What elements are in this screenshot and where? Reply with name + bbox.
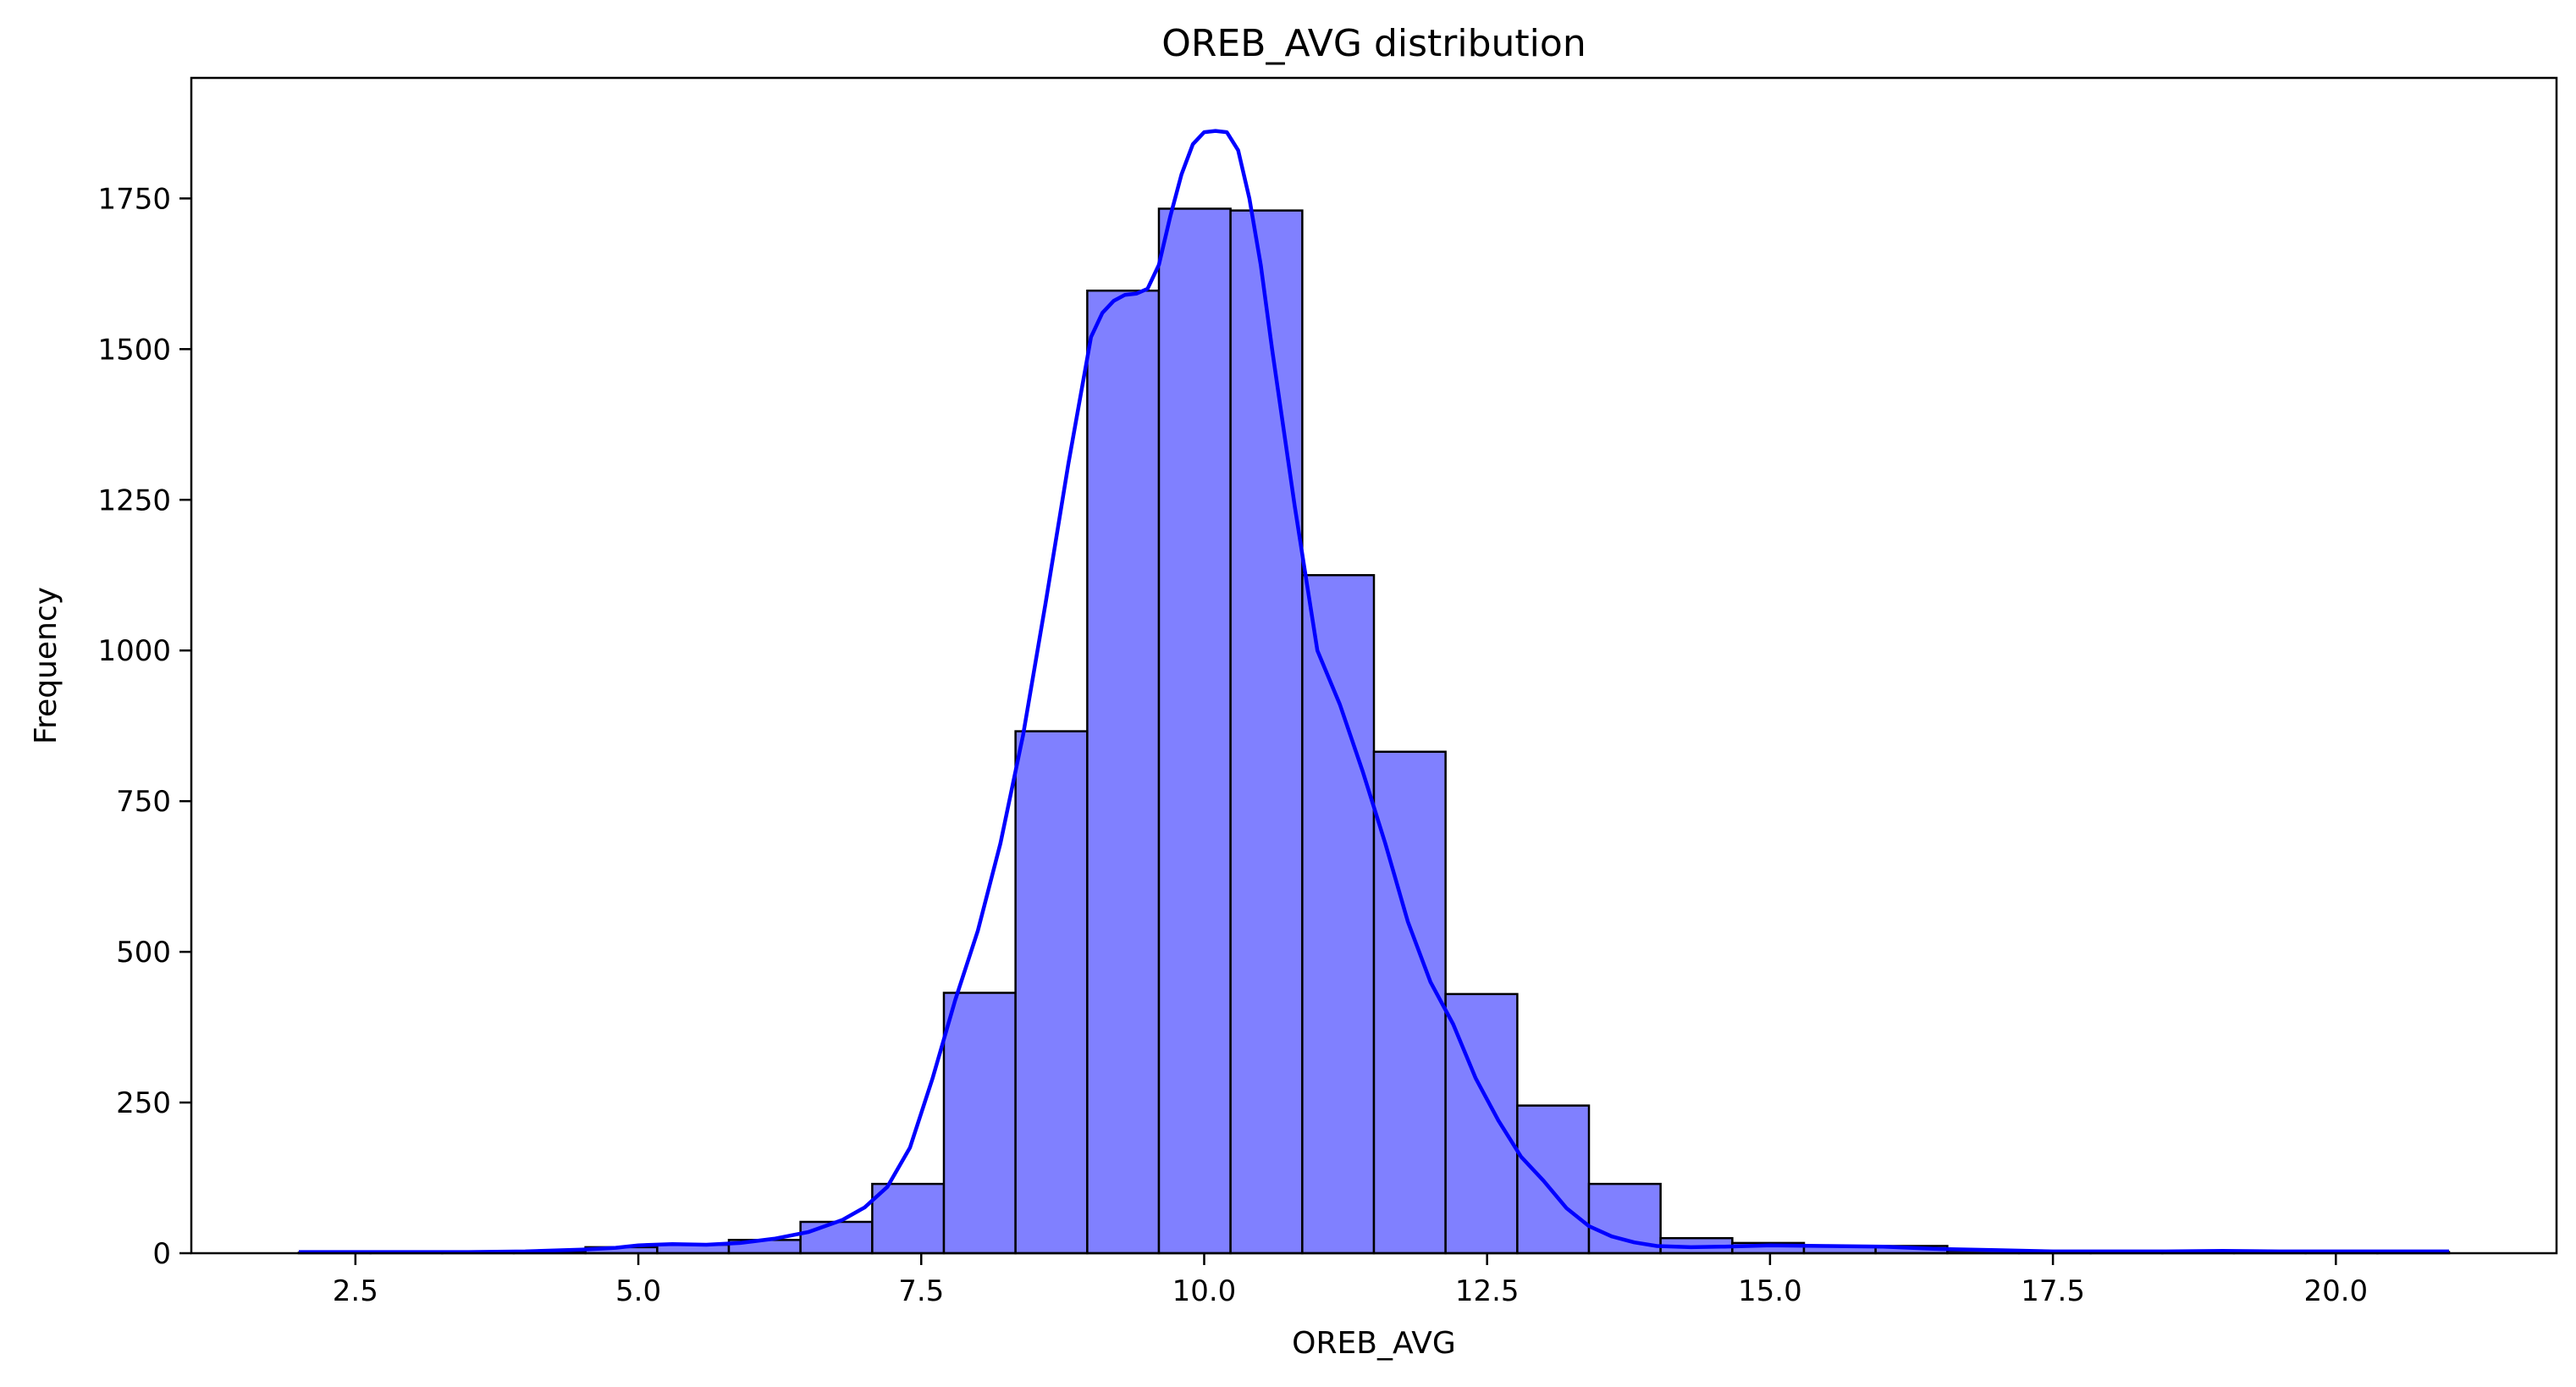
x-tick-label: 12.5: [1455, 1274, 1520, 1308]
x-axis-ticks: 2.5 5.0 7.5 10.0 12.5 15.0 17.5 20.0: [333, 1253, 2368, 1308]
y-tick-label: 0: [152, 1237, 171, 1271]
x-tick-label: 5.0: [615, 1274, 661, 1308]
histogram-bar: [1372, 750, 1447, 1255]
histogram-bar: [1516, 1104, 1591, 1255]
y-tick-label: 750: [116, 785, 171, 819]
axes-frame: [190, 76, 2558, 1255]
y-tick-label: 250: [116, 1086, 171, 1120]
y-axis-ticks: 0 250 500 750 1000 1250 1500 1750: [97, 182, 191, 1271]
kde-curve: [299, 129, 2449, 1254]
histogram-bar: [1014, 730, 1089, 1255]
x-axis-label: OREB_AVG: [1292, 1326, 1456, 1361]
histogram-bar: [1086, 290, 1161, 1255]
histogram-bar: [871, 1182, 946, 1255]
histogram-bars: [297, 207, 2451, 1255]
histogram-bar: [1157, 207, 1232, 1255]
y-tick-label: 1000: [97, 634, 171, 668]
x-tick-label: 17.5: [2021, 1274, 2085, 1308]
x-tick-label: 20.0: [2303, 1274, 2368, 1308]
histogram-bar: [1229, 209, 1304, 1255]
y-tick-label: 1250: [97, 484, 171, 517]
histogram-bar: [942, 992, 1017, 1255]
y-tick-label: 1500: [97, 333, 171, 367]
histogram-bar: [1301, 573, 1376, 1255]
histogram-bar: [799, 1220, 874, 1255]
y-tick-label: 1750: [97, 182, 171, 216]
y-tick-label: 500: [116, 936, 171, 970]
x-tick-label: 15.0: [1738, 1274, 1802, 1308]
y-axis-label: Frequency: [29, 587, 63, 744]
histogram-bar: [1587, 1182, 1662, 1255]
x-tick-label: 2.5: [333, 1274, 378, 1308]
x-tick-label: 10.0: [1172, 1274, 1237, 1308]
chart-title: OREB_AVG distribution: [1161, 22, 1586, 65]
plot-area: [190, 76, 2558, 1255]
x-tick-label: 7.5: [898, 1274, 944, 1308]
